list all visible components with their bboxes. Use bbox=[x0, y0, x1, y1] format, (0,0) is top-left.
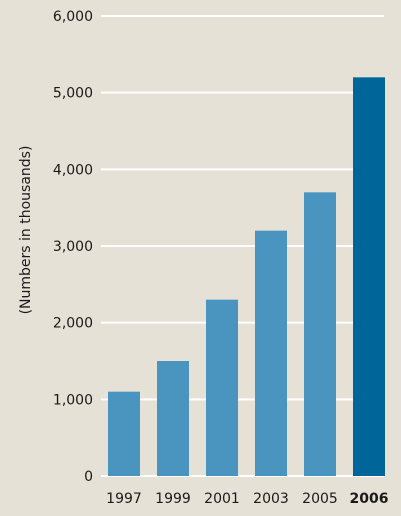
y-axis-ticks: 0 1,000 2,000 3,000 4,000 5,000 6,000 bbox=[53, 9, 93, 485]
x-tick-label: 2005 bbox=[302, 491, 338, 507]
bar-1999 bbox=[157, 361, 189, 476]
y-axis-label: (Numbers in thousands) bbox=[18, 146, 34, 315]
y-tick-label: 0 bbox=[84, 469, 93, 485]
y-tick-label: 6,000 bbox=[53, 9, 93, 25]
bar-layer bbox=[108, 77, 385, 477]
x-tick-label: 2003 bbox=[253, 491, 289, 507]
x-axis-ticks: 1997 1999 2001 2003 2005 2006 bbox=[106, 491, 388, 507]
bar-2001 bbox=[206, 299, 238, 476]
bar-2006 bbox=[353, 77, 385, 476]
x-tick-label: 2006 bbox=[350, 491, 389, 507]
y-tick-label: 1,000 bbox=[53, 392, 93, 408]
x-tick-label: 2001 bbox=[204, 491, 240, 507]
x-tick-label: 1997 bbox=[106, 491, 142, 507]
y-tick-label: 3,000 bbox=[53, 239, 93, 255]
bar-1997 bbox=[108, 391, 140, 476]
y-tick-label: 4,000 bbox=[53, 162, 93, 178]
grid-layer bbox=[101, 15, 384, 477]
y-tick-label: 2,000 bbox=[53, 316, 93, 332]
bar-2005 bbox=[304, 192, 336, 477]
x-tick-label: 1999 bbox=[155, 491, 191, 507]
bar-2003 bbox=[255, 230, 287, 476]
y-tick-label: 5,000 bbox=[53, 86, 93, 102]
